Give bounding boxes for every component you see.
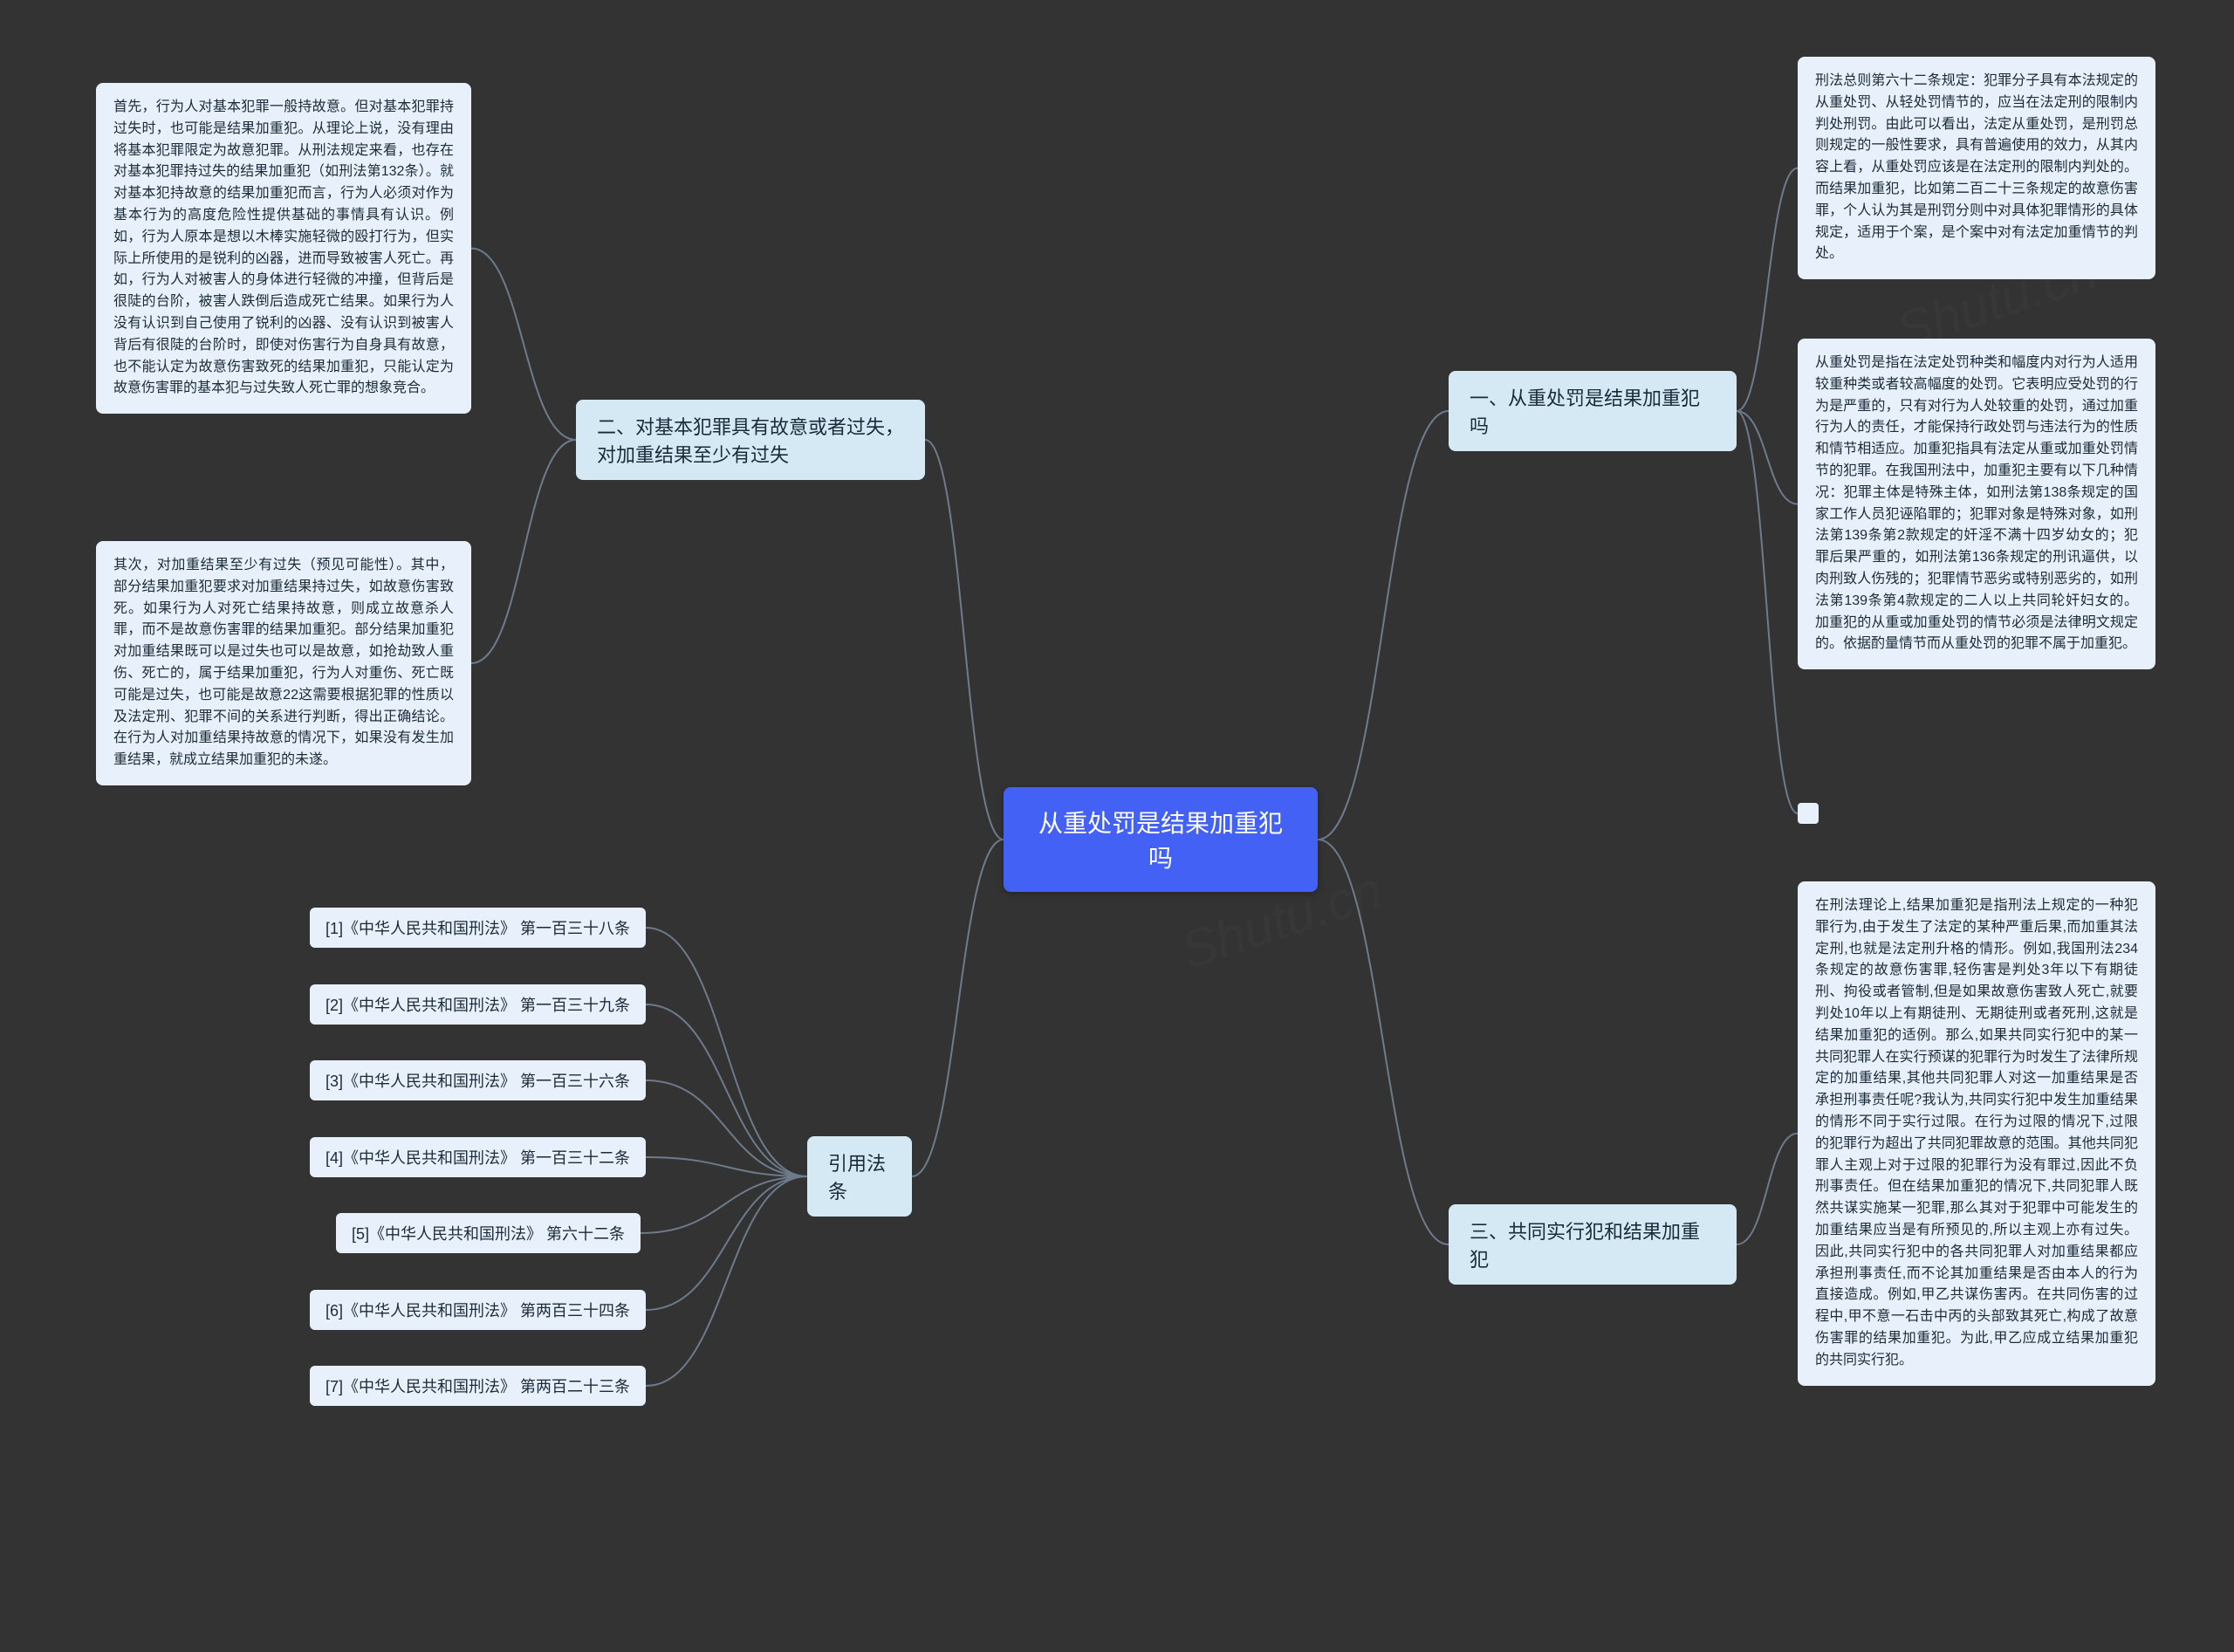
law-ref-5[interactable]: [5]《中华人民共和国刑法》 第六十二条 xyxy=(336,1213,641,1253)
leaf-b1-1[interactable]: 刑法总则第六十二条规定：犯罪分子具有本法规定的从重处罚、从轻处罚情节的，应当在法… xyxy=(1798,57,2155,279)
leaf-b2-2[interactable]: 其次，对加重结果至少有过失（预见可能性）。其中，部分结果加重犯要求对加重结果持过… xyxy=(96,541,471,785)
branch-3[interactable]: 三、共同实行犯和结果加重犯 xyxy=(1449,1204,1737,1285)
mindmap-canvas: Shutu.cn Shutu.cn Shutu.cn 从重处罚是结果加重犯吗 一… xyxy=(0,0,2234,1652)
law-ref-6[interactable]: [6]《中华人民共和国刑法》 第两百三十四条 xyxy=(310,1290,646,1330)
root-node[interactable]: 从重处罚是结果加重犯吗 xyxy=(1004,787,1318,892)
leaf-b1-2[interactable]: 从重处罚是指在法定处罚种类和幅度内对行为人适用较重种类或者较高幅度的处罚。它表明… xyxy=(1798,339,2155,669)
law-ref-2[interactable]: [2]《中华人民共和国刑法》 第一百三十九条 xyxy=(310,984,646,1025)
law-ref-3[interactable]: [3]《中华人民共和国刑法》 第一百三十六条 xyxy=(310,1060,646,1100)
branch-4-laws[interactable]: 引用法条 xyxy=(807,1136,912,1217)
leaf-b1-empty[interactable] xyxy=(1798,803,1819,824)
branch-2[interactable]: 二、对基本犯罪具有故意或者过失，对加重结果至少有过失 xyxy=(576,400,925,480)
law-ref-4[interactable]: [4]《中华人民共和国刑法》 第一百三十二条 xyxy=(310,1137,646,1177)
leaf-b2-1[interactable]: 首先，行为人对基本犯罪一般持故意。但对基本犯罪持过失时，也可能是结果加重犯。从理… xyxy=(96,83,471,414)
leaf-b3-1[interactable]: 在刑法理论上,结果加重犯是指刑法上规定的一种犯罪行为,由于发生了法定的某种严重后… xyxy=(1798,881,2155,1386)
law-ref-1[interactable]: [1]《中华人民共和国刑法》 第一百三十八条 xyxy=(310,908,646,948)
branch-1[interactable]: 一、从重处罚是结果加重犯吗 xyxy=(1449,371,1737,451)
law-ref-7[interactable]: [7]《中华人民共和国刑法》 第两百二十三条 xyxy=(310,1366,646,1406)
